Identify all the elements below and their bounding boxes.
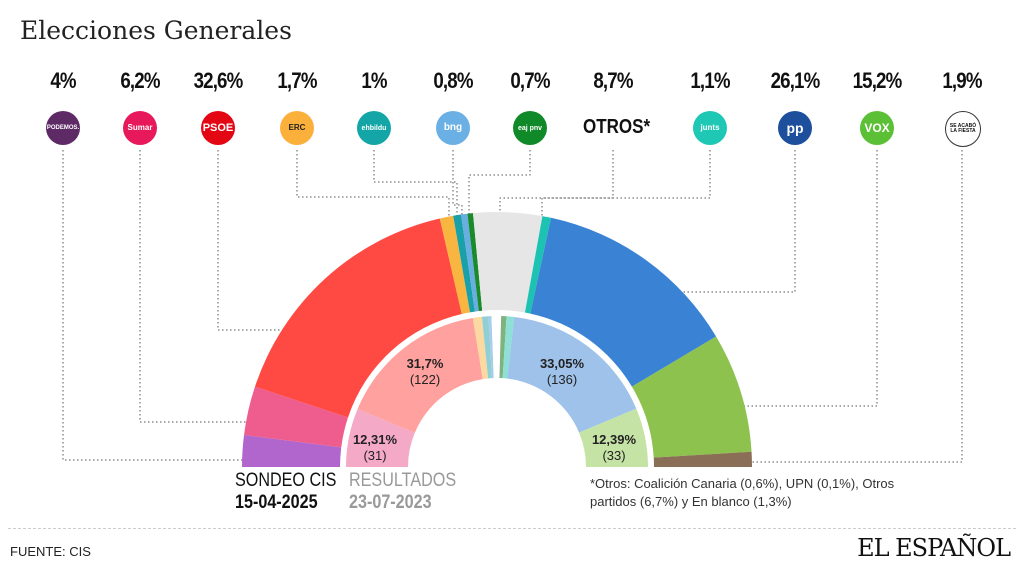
otros-label: OTROS* (583, 116, 651, 138)
sumar-2023-label: 12,31% (31) (352, 432, 398, 463)
pnv-logo: eaj pnv (513, 111, 547, 145)
leader-line (296, 150, 450, 218)
sondeo-caption: SONDEO CIS 15-04-2025 (235, 470, 337, 513)
leader-line (468, 150, 531, 218)
percent-label: 1,1% (690, 68, 730, 93)
percent-label: 26,1% (770, 68, 821, 93)
leader-line (710, 150, 878, 407)
inner-segment-erc (472, 316, 489, 380)
leader-line (541, 150, 711, 218)
pp-2023-label: 33,05% (136) (539, 356, 585, 387)
leader-line (735, 150, 963, 463)
erc-logo: ERC (280, 111, 314, 145)
percent-label: 1,7% (277, 68, 317, 93)
inner-ring (346, 316, 648, 467)
outer-segment-sumar (244, 386, 348, 448)
leader-line (499, 150, 614, 214)
percent-label: 15,2% (852, 68, 903, 93)
bildu-logo: ehbildu (357, 111, 391, 145)
outer-segment-pp (530, 217, 717, 387)
vox-logo: VOX (860, 111, 894, 145)
outer-segment-psoe (254, 218, 462, 418)
inner-segment-sumar (346, 408, 415, 467)
vox-2023-label: 12,39% (33) (591, 432, 637, 463)
leader-line (373, 150, 458, 218)
brand-logo: EL ESPAÑOL (857, 534, 1011, 562)
outer-segment-bng (461, 213, 479, 312)
otros-footnote: *Otros: Coalición Canaria (0,6%), UPN (0… (590, 476, 895, 509)
leader-lines (62, 150, 963, 463)
leader-line (139, 150, 290, 423)
percent-label: 8,7% (593, 68, 633, 93)
outer-segment-se-acab-la-fiesta (653, 451, 752, 467)
leader-line (62, 150, 290, 461)
percent-label: 1,9% (942, 68, 982, 93)
outer-segment-ehbildu (453, 214, 475, 313)
percent-label: 0,8% (433, 68, 473, 93)
percent-label: 32,6% (193, 68, 244, 93)
leader-line (645, 150, 796, 293)
leader-line (217, 150, 290, 331)
outer-segment-vox (631, 336, 752, 458)
inner-segment-bng (488, 316, 494, 379)
psoe-2023-label: 31,7% (122) (406, 356, 444, 387)
inner-segment-otros (491, 316, 502, 379)
outer-segment-eaj-pnv (467, 213, 483, 312)
percent-label: 4% (50, 68, 76, 93)
percent-label: 0,7% (510, 68, 550, 93)
outer-segment-erc (439, 215, 471, 314)
inner-segment-vox (579, 408, 648, 467)
percent-label: 6,2% (120, 68, 160, 93)
divider (8, 528, 1016, 529)
bng-logo: bng (436, 111, 470, 145)
inner-segment-pp (507, 316, 637, 433)
outer-segment-junts (524, 216, 552, 314)
chart-title: Elecciones Generales (20, 16, 292, 45)
source: FUENTE: CIS (10, 544, 91, 559)
inner-segment-eaj-pnv (499, 316, 507, 379)
inner-segment-ehbildu (481, 316, 492, 379)
percent-label: 1% (361, 68, 387, 93)
sumar-logo: Sumar (123, 111, 157, 145)
outer-ring (242, 211, 752, 467)
outer-segment-podemos (242, 435, 342, 467)
inner-segment-junts (502, 316, 515, 379)
outer-segment-otros- (473, 211, 543, 313)
junts-logo: junts (693, 111, 727, 145)
pp-logo: pp (778, 111, 812, 145)
inner-segment-psoe (357, 317, 483, 433)
psoe-logo: PSOE (201, 111, 235, 145)
salf-logo: SE ACABÓ LA FIESTA (945, 111, 981, 147)
podemos-logo: PODEMOS. (46, 111, 80, 145)
resultados-caption: RESULTADOS 23-07-2023 (349, 470, 457, 513)
